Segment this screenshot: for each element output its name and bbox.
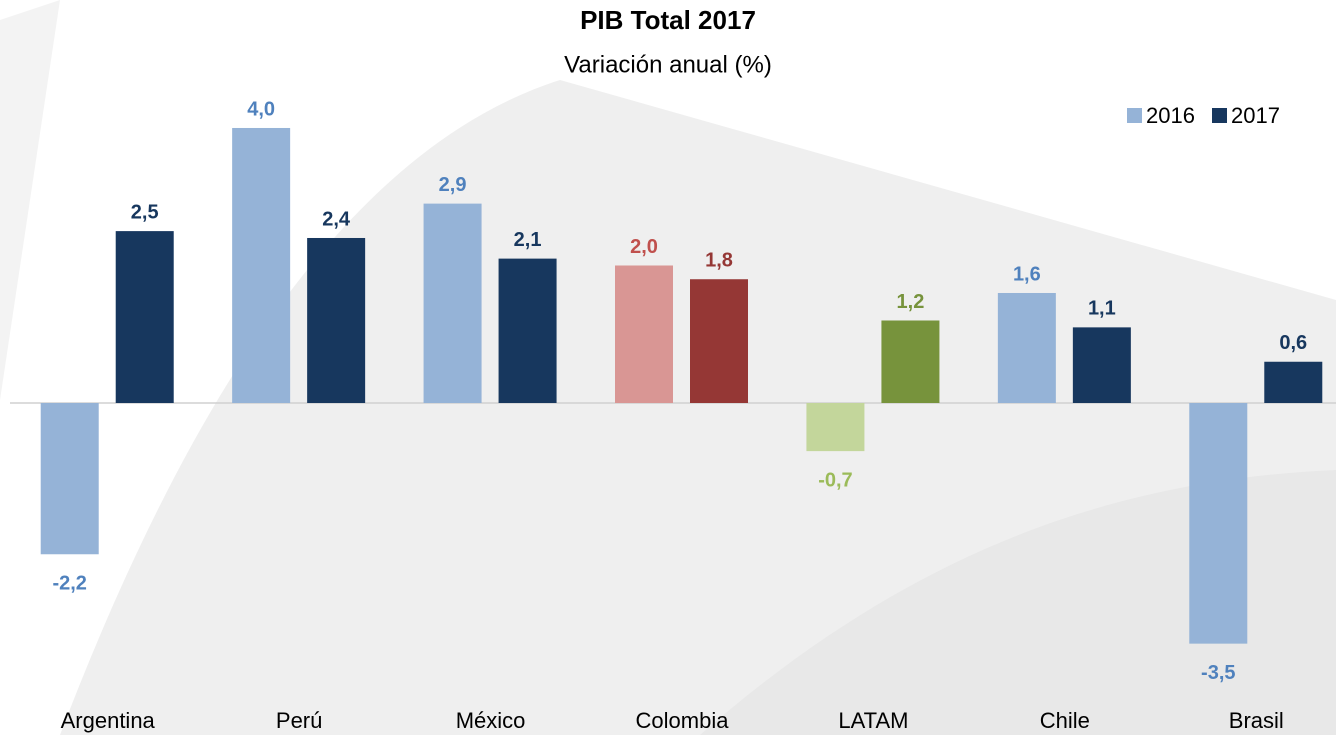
value-label: -3,5	[1201, 662, 1235, 684]
x-tick-label: Chile	[1040, 708, 1090, 733]
value-label: 2,0	[630, 236, 658, 258]
legend-swatch	[1127, 108, 1142, 123]
value-label: -2,2	[52, 573, 86, 595]
bar	[498, 258, 557, 403]
bar	[423, 203, 482, 403]
value-label: 1,6	[1013, 263, 1041, 285]
bar	[806, 403, 865, 452]
x-tick-label: Colombia	[636, 708, 730, 733]
value-label: 0,6	[1279, 332, 1307, 354]
background-shape	[0, 0, 60, 400]
legend-label: 2016	[1146, 103, 1195, 128]
chart-title: PIB Total 2017	[580, 5, 756, 35]
x-tick-label: Brasil	[1229, 708, 1284, 733]
chart-subtitle: Variación anual (%)	[564, 51, 772, 78]
value-label: 2,1	[514, 229, 542, 251]
bar	[1072, 327, 1131, 403]
x-tick-label: Argentina	[61, 708, 156, 733]
bar	[997, 292, 1056, 403]
bar	[307, 237, 366, 403]
background-shape	[700, 470, 1336, 735]
bar	[40, 403, 99, 555]
value-label: -0,7	[818, 469, 852, 491]
value-label: 1,2	[897, 291, 925, 313]
bar	[1189, 403, 1248, 644]
legend-label: 2017	[1231, 103, 1280, 128]
bar	[881, 320, 940, 403]
value-label: 1,1	[1088, 298, 1116, 320]
value-label: 2,4	[322, 208, 351, 230]
x-tick-label: Perú	[276, 708, 322, 733]
bar	[1264, 361, 1323, 403]
value-label: 2,5	[131, 201, 159, 223]
value-label: 1,8	[705, 250, 733, 272]
value-label: 4,0	[247, 98, 275, 120]
bar	[115, 231, 174, 403]
x-tick-label: LATAM	[838, 708, 908, 733]
bar	[615, 265, 673, 403]
legend-swatch	[1212, 108, 1227, 123]
bar	[690, 279, 748, 403]
x-tick-label: México	[456, 708, 526, 733]
value-label: 2,9	[439, 174, 467, 196]
bar	[232, 127, 291, 403]
